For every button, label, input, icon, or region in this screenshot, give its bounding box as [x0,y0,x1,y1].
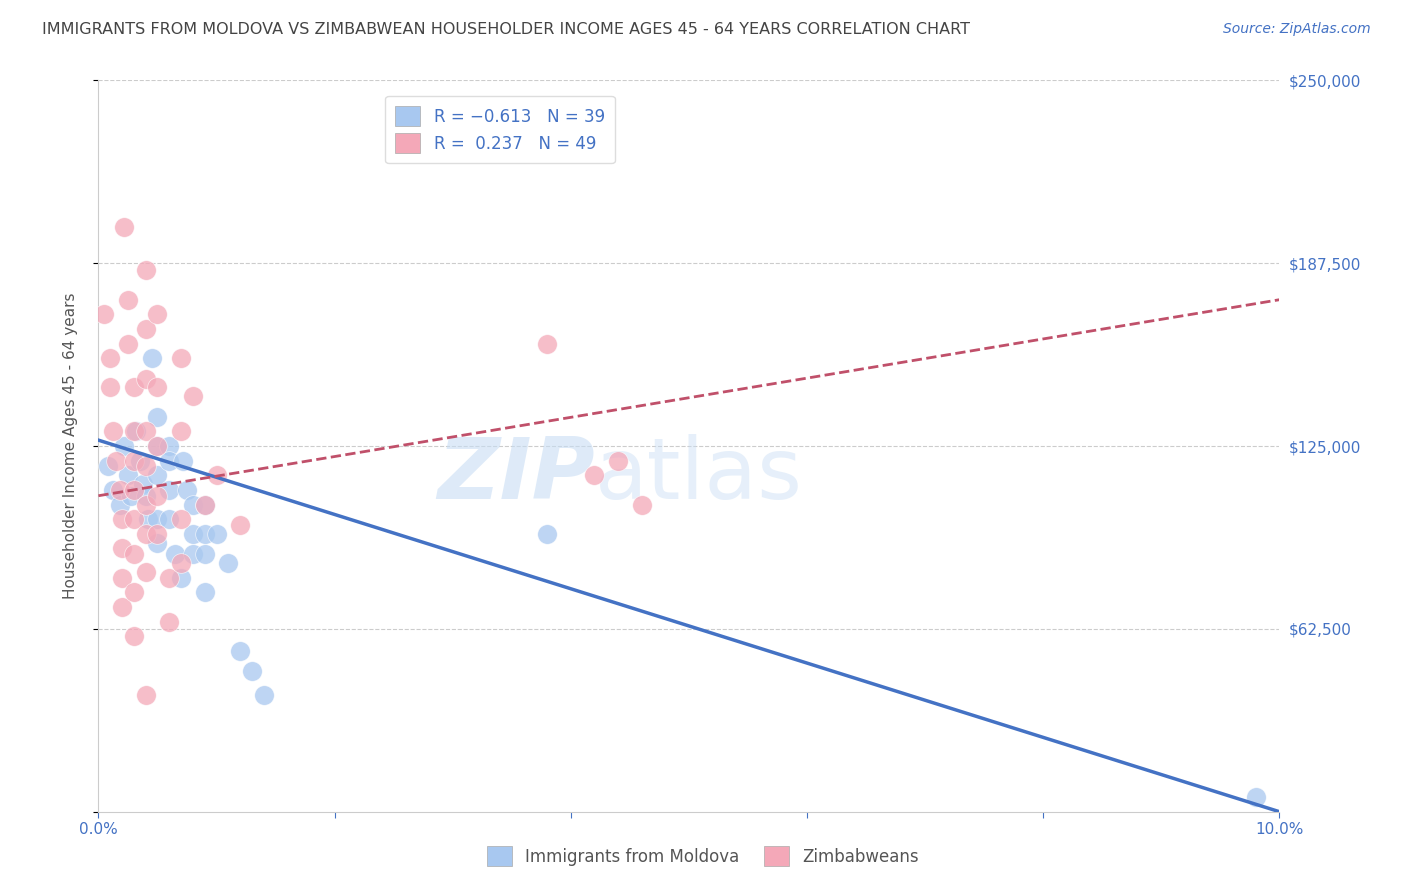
Point [117,293,139,307]
Point [229,644,252,658]
Point [122,547,145,561]
Point [253,688,276,702]
Point [536,336,558,351]
Point [146,380,169,394]
Point [176,483,198,497]
Point [135,322,157,336]
Point [108,498,131,512]
Point [194,498,217,512]
Point [583,468,606,483]
Point [194,526,217,541]
Point [135,372,157,386]
Point [111,541,134,556]
Point [111,599,134,614]
Point [101,425,124,439]
Text: atlas: atlas [595,434,803,516]
Point [157,512,180,526]
Point [135,565,157,579]
Legend: R = −0.613   N = 39, R =  0.237   N = 49: R = −0.613 N = 39, R = 0.237 N = 49 [385,96,614,163]
Point [146,535,169,549]
Point [135,526,157,541]
Y-axis label: Householder Income Ages 45 - 64 years: Householder Income Ages 45 - 64 years [63,293,77,599]
Point [170,351,193,366]
Point [181,389,204,403]
Point [157,453,180,467]
Point [121,489,143,503]
Point [146,512,169,526]
Point [108,483,131,497]
Point [122,453,145,467]
Point [630,498,652,512]
Point [170,512,193,526]
Point [217,556,239,570]
Point [98,380,121,394]
Point [165,547,187,561]
Point [229,518,252,533]
Point [122,483,145,497]
Point [157,439,180,453]
Point [607,453,630,467]
Point [146,307,169,321]
Point [122,585,145,599]
Point [112,219,135,234]
Point [194,585,217,599]
Point [122,629,145,643]
Legend: Immigrants from Moldova, Zimbabweans: Immigrants from Moldova, Zimbabweans [478,838,928,875]
Point [240,665,263,679]
Point [157,483,180,497]
Point [194,547,217,561]
Point [105,453,128,467]
Point [128,453,150,467]
Point [111,512,134,526]
Point [122,425,145,439]
Point [117,336,139,351]
Point [194,498,217,512]
Point [132,477,155,491]
Point [136,512,159,526]
Point [97,459,120,474]
Point [205,468,228,483]
Point [101,483,124,497]
Point [122,512,145,526]
Point [172,453,194,467]
Point [536,526,558,541]
Point [146,439,169,453]
Point [112,439,135,453]
Point [93,307,115,321]
Point [135,489,157,503]
Point [135,425,157,439]
Point [146,409,169,424]
Point [146,468,169,483]
Point [141,351,163,366]
Point [98,351,121,366]
Point [181,498,204,512]
Point [170,425,193,439]
Point [170,556,193,570]
Point [135,498,157,512]
Text: ZIP: ZIP [437,434,595,516]
Point [117,468,139,483]
Point [146,489,169,503]
Point [122,380,145,394]
Point [111,571,134,585]
Point [157,615,180,629]
Point [181,547,204,561]
Point [146,439,169,453]
Text: IMMIGRANTS FROM MOLDOVA VS ZIMBABWEAN HOUSEHOLDER INCOME AGES 45 - 64 YEARS CORR: IMMIGRANTS FROM MOLDOVA VS ZIMBABWEAN HO… [42,22,970,37]
Point [205,526,228,541]
Point [1244,790,1267,805]
Point [157,571,180,585]
Point [146,526,169,541]
Point [170,571,193,585]
Point [125,425,148,439]
Point [181,526,204,541]
Text: Source: ZipAtlas.com: Source: ZipAtlas.com [1223,22,1371,37]
Point [135,263,157,277]
Point [135,688,157,702]
Point [135,459,157,474]
